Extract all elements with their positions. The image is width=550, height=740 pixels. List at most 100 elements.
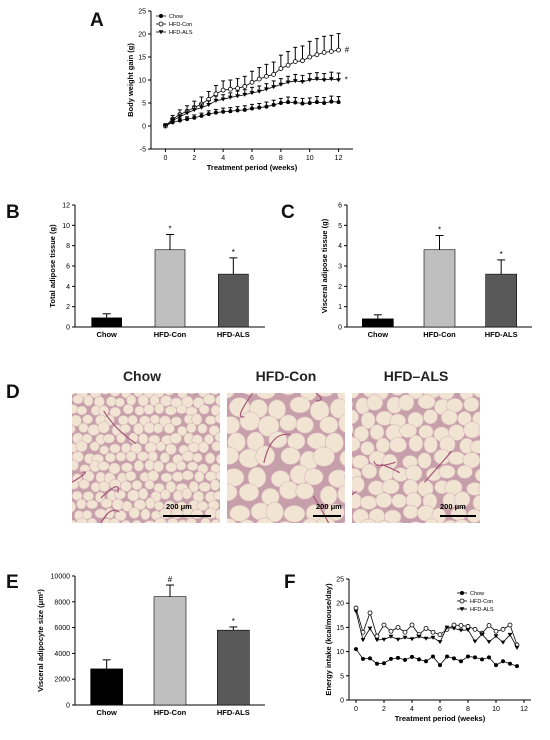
x-tick-label: 12 <box>335 155 343 162</box>
significance-mark: * <box>500 250 503 259</box>
y-tick-label: 20 <box>138 32 146 39</box>
data-point <box>465 624 471 629</box>
y-tick-label: 3 <box>338 264 342 271</box>
x-tick-label: 2 <box>382 706 386 713</box>
data-point <box>388 634 394 639</box>
data-point <box>228 109 233 114</box>
legend-marker <box>158 21 164 27</box>
y-axis-label: Visceral adipose tissue (g) <box>320 218 329 313</box>
y-tick-label: 5 <box>142 101 146 108</box>
data-point <box>416 634 422 639</box>
y-tick-label: 6 <box>338 203 342 210</box>
x-category-label: HFD-ALS <box>485 330 518 339</box>
adipose-tissue-image <box>72 393 220 523</box>
data-point <box>423 625 429 631</box>
data-point <box>487 655 491 660</box>
significance-mark: * <box>438 226 441 235</box>
scale-bar-label-chow: 200 μm <box>166 502 192 511</box>
x-axis-label: Treatment period (weeks) <box>207 163 298 172</box>
data-point <box>250 106 254 111</box>
scale-bar-hfd-con <box>313 515 341 517</box>
bar-hfd-con <box>153 596 187 706</box>
x-tick-label: 8 <box>279 155 283 162</box>
data-point <box>430 635 436 640</box>
panel-label-b: B <box>6 202 20 223</box>
legend-entry: Chow <box>169 14 183 20</box>
data-point <box>381 622 387 628</box>
data-point <box>402 629 408 635</box>
x-tick-label: 2 <box>192 155 196 162</box>
data-point <box>473 655 477 660</box>
legend-marker <box>158 30 164 35</box>
data-point <box>199 105 204 110</box>
bar-chow <box>90 668 123 706</box>
significance-mark: * <box>168 224 171 233</box>
data-point <box>285 80 291 85</box>
data-point <box>206 103 212 108</box>
data-point <box>395 637 401 642</box>
data-point <box>451 626 457 631</box>
data-point <box>430 629 436 635</box>
scale-bar-hfd-als <box>440 515 476 517</box>
adipose-tissue-image <box>352 393 480 523</box>
data-point <box>353 609 359 614</box>
data-point <box>500 640 506 645</box>
data-point <box>480 657 484 662</box>
data-point <box>452 656 456 661</box>
y-tick-label: 0 <box>142 124 146 131</box>
scale-bar-chow <box>163 515 211 517</box>
panel-label-e: E <box>6 572 19 593</box>
panel-label-c: C <box>281 202 295 223</box>
data-point <box>409 622 415 628</box>
x-category-label: HFD-Con <box>154 330 187 339</box>
data-point <box>466 654 470 659</box>
data-point <box>292 59 298 64</box>
data-point <box>256 76 262 82</box>
data-point <box>458 628 464 633</box>
y-tick-label: 0 <box>66 325 70 332</box>
x-tick-label: 4 <box>221 155 225 162</box>
data-point <box>307 101 312 105</box>
x-tick-label: 8 <box>466 706 470 713</box>
legend-marker <box>459 598 465 604</box>
data-point <box>336 100 341 105</box>
y-tick-label: 4 <box>66 284 70 291</box>
data-point <box>381 637 387 642</box>
data-point <box>221 109 226 114</box>
data-point <box>403 657 407 662</box>
data-point <box>501 659 505 664</box>
bar-hfd-con <box>154 249 186 328</box>
data-point <box>321 78 327 83</box>
y-tick-label: 6 <box>66 264 70 271</box>
data-point <box>417 657 421 662</box>
data-point <box>192 115 197 120</box>
y-tick-label: 10 <box>62 223 70 230</box>
data-point <box>367 610 373 616</box>
data-point <box>507 622 513 628</box>
data-point <box>374 638 380 643</box>
panel-label-f: F <box>284 572 296 593</box>
bar-hfd-als <box>485 273 517 328</box>
x-tick-label: 6 <box>250 155 254 162</box>
y-tick-label: 5 <box>340 673 344 680</box>
micrograph-hfd-als <box>352 393 480 523</box>
data-point <box>508 661 512 666</box>
data-point <box>249 91 255 96</box>
data-point <box>472 626 478 632</box>
data-point <box>264 73 269 79</box>
data-point <box>264 104 269 109</box>
data-point <box>451 622 457 628</box>
series-hfd-con <box>353 605 520 648</box>
y-tick-label: 12 <box>62 203 70 210</box>
x-category-label: HFD-Con <box>423 330 456 339</box>
chart-f-energy-intake: 0 5 10 15 20 25 0 2 4 6 8 10 12 Treatment period (wee… <box>324 577 531 723</box>
series-chow <box>163 95 341 128</box>
data-point <box>382 661 386 666</box>
data-point <box>249 79 255 85</box>
data-point <box>479 632 485 637</box>
x-axis-label: Treatment period (weeks) <box>395 714 486 723</box>
data-point <box>431 654 435 659</box>
data-point <box>493 634 499 639</box>
data-point <box>444 625 450 630</box>
